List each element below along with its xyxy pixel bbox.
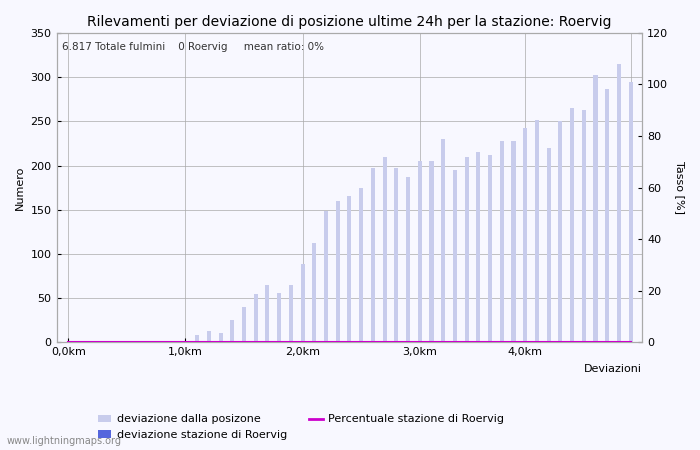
Bar: [500, 141, 504, 342]
Bar: [429, 161, 433, 342]
Bar: [312, 243, 316, 342]
Bar: [594, 75, 598, 342]
Bar: [570, 108, 574, 342]
Bar: [535, 120, 539, 342]
Bar: [277, 293, 281, 342]
Bar: [265, 285, 270, 342]
Bar: [347, 197, 351, 342]
Bar: [359, 188, 363, 342]
Bar: [218, 333, 223, 342]
Bar: [253, 294, 258, 342]
Bar: [289, 285, 293, 342]
Bar: [230, 320, 235, 342]
Bar: [394, 168, 398, 342]
Bar: [195, 335, 199, 342]
Legend: deviazione dalla posizone, deviazione stazione di Roervig, Percentuale stazione : deviazione dalla posizone, deviazione st…: [93, 410, 509, 445]
Bar: [523, 127, 527, 342]
Bar: [582, 110, 586, 342]
Bar: [382, 157, 386, 342]
Text: Deviazioni: Deviazioni: [584, 364, 643, 374]
Bar: [488, 155, 492, 342]
Bar: [300, 265, 304, 342]
Bar: [242, 307, 246, 342]
Bar: [512, 141, 515, 342]
Bar: [559, 122, 562, 342]
Bar: [371, 168, 375, 342]
Y-axis label: Tasso [%]: Tasso [%]: [675, 161, 685, 214]
Bar: [336, 201, 340, 342]
Bar: [629, 82, 633, 342]
Title: Rilevamenti per deviazione di posizione ultime 24h per la stazione: Roervig: Rilevamenti per deviazione di posizione …: [88, 15, 612, 29]
Bar: [465, 157, 469, 342]
Y-axis label: Numero: Numero: [15, 166, 25, 210]
Bar: [406, 177, 410, 342]
Bar: [617, 64, 621, 342]
Bar: [605, 89, 609, 342]
Text: www.lightningmaps.org: www.lightningmaps.org: [7, 436, 122, 446]
Bar: [206, 331, 211, 342]
Text: 6.817 Totale fulmini    0 Roervig     mean ratio: 0%: 6.817 Totale fulmini 0 Roervig mean rati…: [62, 42, 324, 52]
Bar: [453, 170, 457, 342]
Bar: [547, 148, 551, 342]
Bar: [476, 152, 480, 342]
Bar: [324, 212, 328, 342]
Bar: [418, 161, 422, 342]
Bar: [441, 139, 445, 342]
